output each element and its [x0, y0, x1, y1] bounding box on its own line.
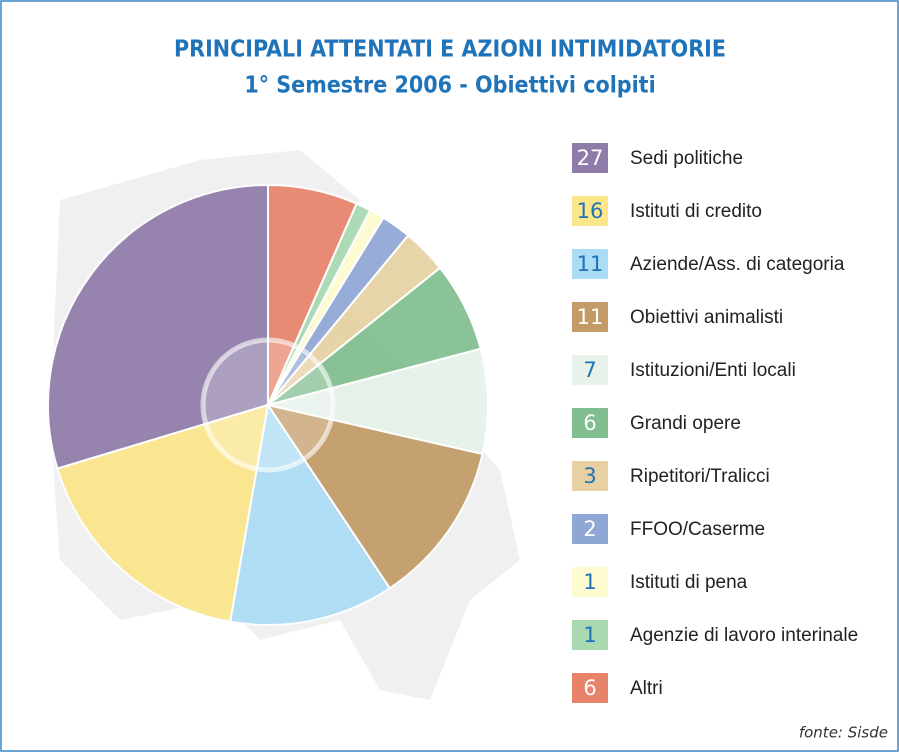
legend-swatch [572, 143, 608, 173]
legend-swatch [572, 461, 608, 491]
chart-subtitle: 1° Semestre 2006 - Obiettivi colpiti [244, 73, 655, 99]
legend-value: 11 [577, 252, 604, 276]
legend-value: 2 [583, 517, 596, 541]
legend-swatch [572, 355, 608, 385]
legend-value: 3 [583, 464, 596, 488]
legend-value: 1 [583, 623, 596, 647]
legend-value: 16 [577, 199, 604, 223]
pie-slice [267, 347, 489, 456]
pie-slice [229, 402, 392, 626]
legend-value: 6 [583, 411, 596, 435]
pie-slice [47, 183, 269, 470]
legend-label: Altri [630, 678, 663, 699]
center-ring [200, 337, 336, 473]
legend-label: Aziende/Ass. di categoria [630, 254, 845, 275]
legend-label: Istituti di pena [630, 572, 748, 593]
legend-value: 6 [583, 676, 596, 700]
legend-swatch [572, 514, 608, 544]
pie-slice [56, 403, 270, 623]
legend-value: 11 [577, 305, 604, 329]
legend-value: 7 [583, 358, 596, 382]
legend-swatch [572, 249, 608, 279]
legend-label: Agenzie di lavoro interinale [630, 625, 858, 646]
source: fonte: Sisde [799, 724, 888, 742]
pie-slice [265, 403, 484, 590]
legend-label: Grandi opere [630, 413, 741, 434]
legend-swatch [572, 408, 608, 438]
legend-label: Obiettivi animalisti [630, 307, 783, 328]
chart-title: PRINCIPALI ATTENTATI E AZIONI INTIMIDATO… [174, 37, 726, 63]
legend-swatch [572, 620, 608, 650]
legend-swatch [572, 567, 608, 597]
legend-value: 1 [583, 570, 596, 594]
legend-swatch [572, 196, 608, 226]
legend-label: Ripetitori/Tralicci [630, 466, 770, 487]
legend-label: Sedi politiche [630, 148, 743, 169]
legend-label: Istituzioni/Enti locali [630, 360, 796, 381]
legend-label: FFOO/Caserme [630, 519, 765, 540]
legend-value: 27 [577, 146, 604, 170]
pie-slice [267, 183, 358, 406]
legend-swatch [572, 302, 608, 332]
legend-label: Istituti di credito [630, 201, 762, 222]
legend-swatch [572, 673, 608, 703]
